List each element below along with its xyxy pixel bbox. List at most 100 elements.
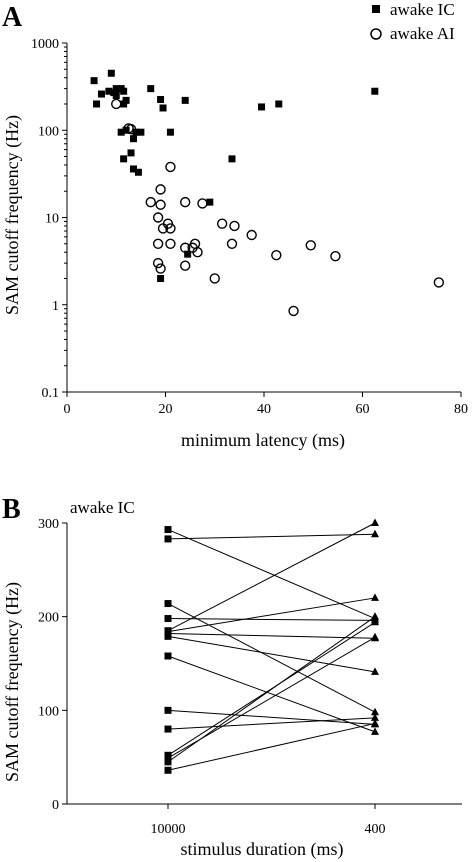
- y-tick-label: 0.1: [42, 386, 60, 401]
- ic-data-point: [181, 96, 189, 104]
- pair-line: [167, 633, 376, 639]
- x-tick-label: 0: [64, 402, 71, 417]
- panel-a-y-axis-title: SAM cutoff frequency (Hz): [2, 115, 23, 315]
- panel-b-plot: 0 100 200 300 10000 400: [38, 517, 462, 837]
- y-tick-label: 10: [45, 212, 59, 227]
- ai-data-point: [155, 199, 166, 210]
- ic-data-point: [93, 100, 101, 108]
- triangle-marker-400ms: [371, 632, 379, 641]
- ai-data-point: [145, 196, 156, 208]
- ai-data-point: [165, 161, 176, 173]
- x-tick-label: 80: [454, 402, 468, 417]
- square-marker-10000ms: [164, 706, 172, 714]
- legend-square-marker: [372, 5, 380, 13]
- ai-data-point: [179, 242, 191, 253]
- ai-data-point: [433, 277, 445, 288]
- ic-data-point: [134, 168, 142, 176]
- pair-line: [167, 533, 376, 540]
- ic-data-point: [120, 155, 128, 163]
- square-marker-10000ms: [164, 652, 172, 660]
- ai-data-point: [226, 238, 238, 249]
- ic-data-point: [157, 274, 165, 282]
- y-tick-label: 1: [52, 299, 59, 314]
- pair-line: [167, 655, 376, 733]
- square-marker-10000ms: [164, 615, 172, 623]
- square-marker-10000ms: [164, 758, 172, 766]
- y-tick-label: 0: [52, 798, 59, 813]
- ic-data-point: [371, 87, 379, 95]
- legend-label-ic: awake IC: [390, 0, 455, 19]
- ai-data-point: [152, 212, 164, 223]
- ai-data-point: [179, 260, 191, 271]
- triangle-marker-400ms: [371, 593, 379, 601]
- ai-data-point: [330, 251, 341, 262]
- x-tick-label: 20: [159, 402, 173, 417]
- ic-data-point: [120, 87, 128, 95]
- ic-data-point: [132, 128, 140, 136]
- ic-data-point: [120, 100, 128, 108]
- ai-data-point: [165, 223, 176, 234]
- panel-b-y-axis-title: SAM cutoff frequency (Hz): [2, 582, 23, 782]
- ai-data-point: [197, 198, 208, 209]
- panel-a-x-axis-title: minimum latency (ms): [181, 430, 345, 451]
- pair-line: [167, 722, 376, 771]
- ai-data-point: [288, 305, 299, 317]
- triangle-marker-400ms: [371, 612, 379, 620]
- ic-data-point: [107, 69, 115, 77]
- ic-data-point: [258, 103, 266, 111]
- pair-line: [167, 529, 376, 619]
- ic-data-point: [117, 128, 125, 136]
- ai-data-point: [155, 184, 166, 195]
- ai-data-point: [305, 240, 316, 251]
- triangle-marker-400ms: [371, 529, 379, 538]
- square-marker-10000ms: [164, 754, 172, 762]
- square-marker-10000ms: [164, 535, 172, 543]
- ai-data-point: [111, 98, 122, 110]
- ai-data-point: [125, 123, 137, 135]
- triangle-marker-400ms: [371, 727, 379, 735]
- ic-data-point: [147, 85, 155, 93]
- square-marker-10000ms: [164, 600, 172, 608]
- pair-line: [167, 635, 376, 673]
- ai-data-point: [246, 229, 257, 241]
- panel-a-letter: A: [2, 2, 23, 33]
- triangle-marker-400ms: [371, 518, 379, 526]
- ic-data-point: [112, 92, 120, 100]
- ic-data-point: [159, 104, 167, 112]
- square-marker-10000ms: [164, 526, 172, 534]
- panel-b-annotation: awake IC: [70, 498, 135, 517]
- ai-data-point: [229, 220, 240, 232]
- ic-data-point: [105, 87, 113, 95]
- pair-line: [167, 522, 376, 632]
- pair-line: [167, 597, 376, 633]
- ai-data-point: [165, 238, 176, 249]
- square-marker-10000ms: [164, 632, 172, 640]
- square-marker-10000ms: [164, 725, 172, 733]
- ai-data-point: [155, 263, 166, 274]
- ic-data-point: [166, 128, 174, 136]
- pair-line: [167, 618, 376, 621]
- triangle-marker-400ms: [371, 617, 379, 626]
- triangle-marker-400ms: [371, 713, 379, 721]
- ic-data-point: [275, 100, 283, 108]
- ai-data-point: [216, 218, 228, 229]
- ic-data-point: [112, 85, 120, 93]
- ic-data-point: [127, 149, 135, 157]
- pair-line: [167, 717, 376, 730]
- ic-data-point: [90, 77, 98, 85]
- ic-data-point: [129, 135, 137, 143]
- y-tick-label: 200: [38, 611, 59, 626]
- x-tick-label: 10000: [151, 822, 186, 837]
- ai-data-point: [179, 196, 191, 208]
- ic-data-point: [129, 165, 137, 173]
- y-tick-label: 300: [38, 517, 59, 532]
- ai-data-point: [152, 238, 164, 249]
- ic-data-point: [206, 198, 214, 206]
- square-marker-10000ms: [164, 766, 172, 774]
- ai-data-point: [209, 273, 220, 284]
- x-tick-label: 400: [365, 822, 386, 837]
- triangle-marker-400ms: [371, 667, 379, 675]
- ic-data-point: [157, 96, 165, 104]
- legend-circle-marker: [370, 28, 382, 40]
